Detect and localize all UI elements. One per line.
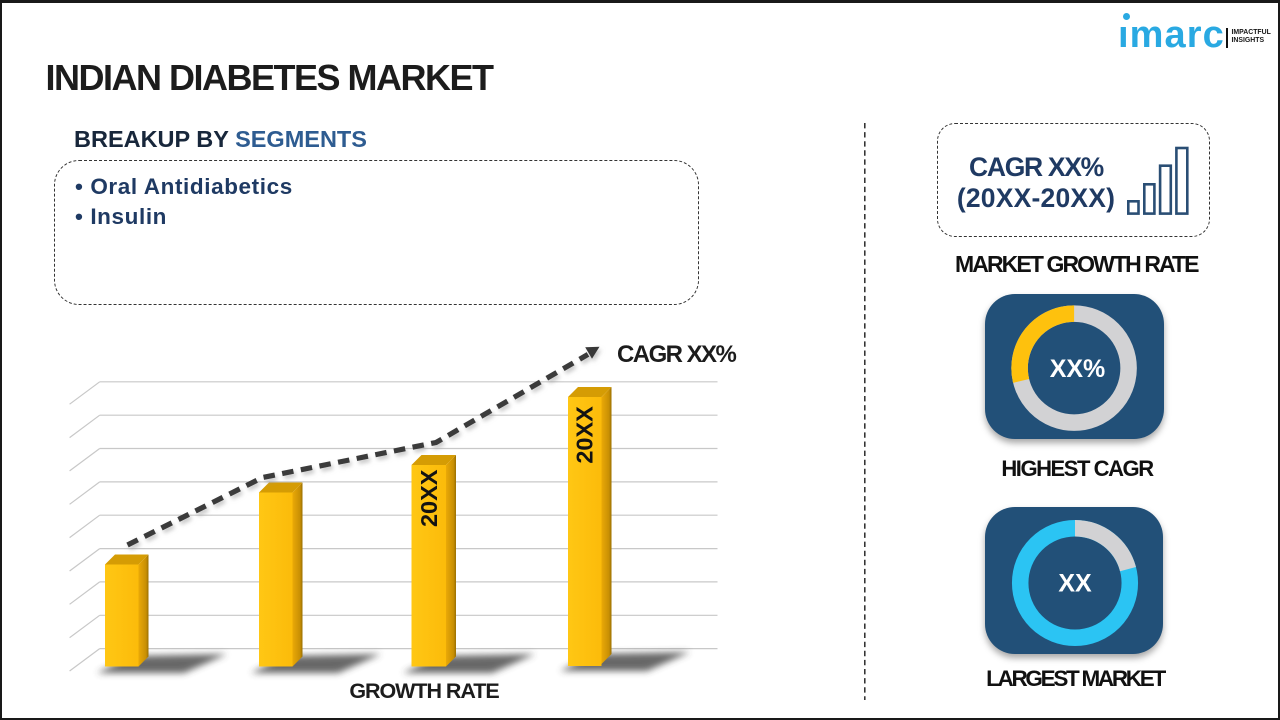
svg-text:XX: XX	[1058, 570, 1092, 598]
svg-text:XX%: XX%	[1050, 355, 1106, 383]
svg-text:20XX: 20XX	[572, 406, 598, 464]
svg-text:20XX: 20XX	[416, 469, 442, 527]
